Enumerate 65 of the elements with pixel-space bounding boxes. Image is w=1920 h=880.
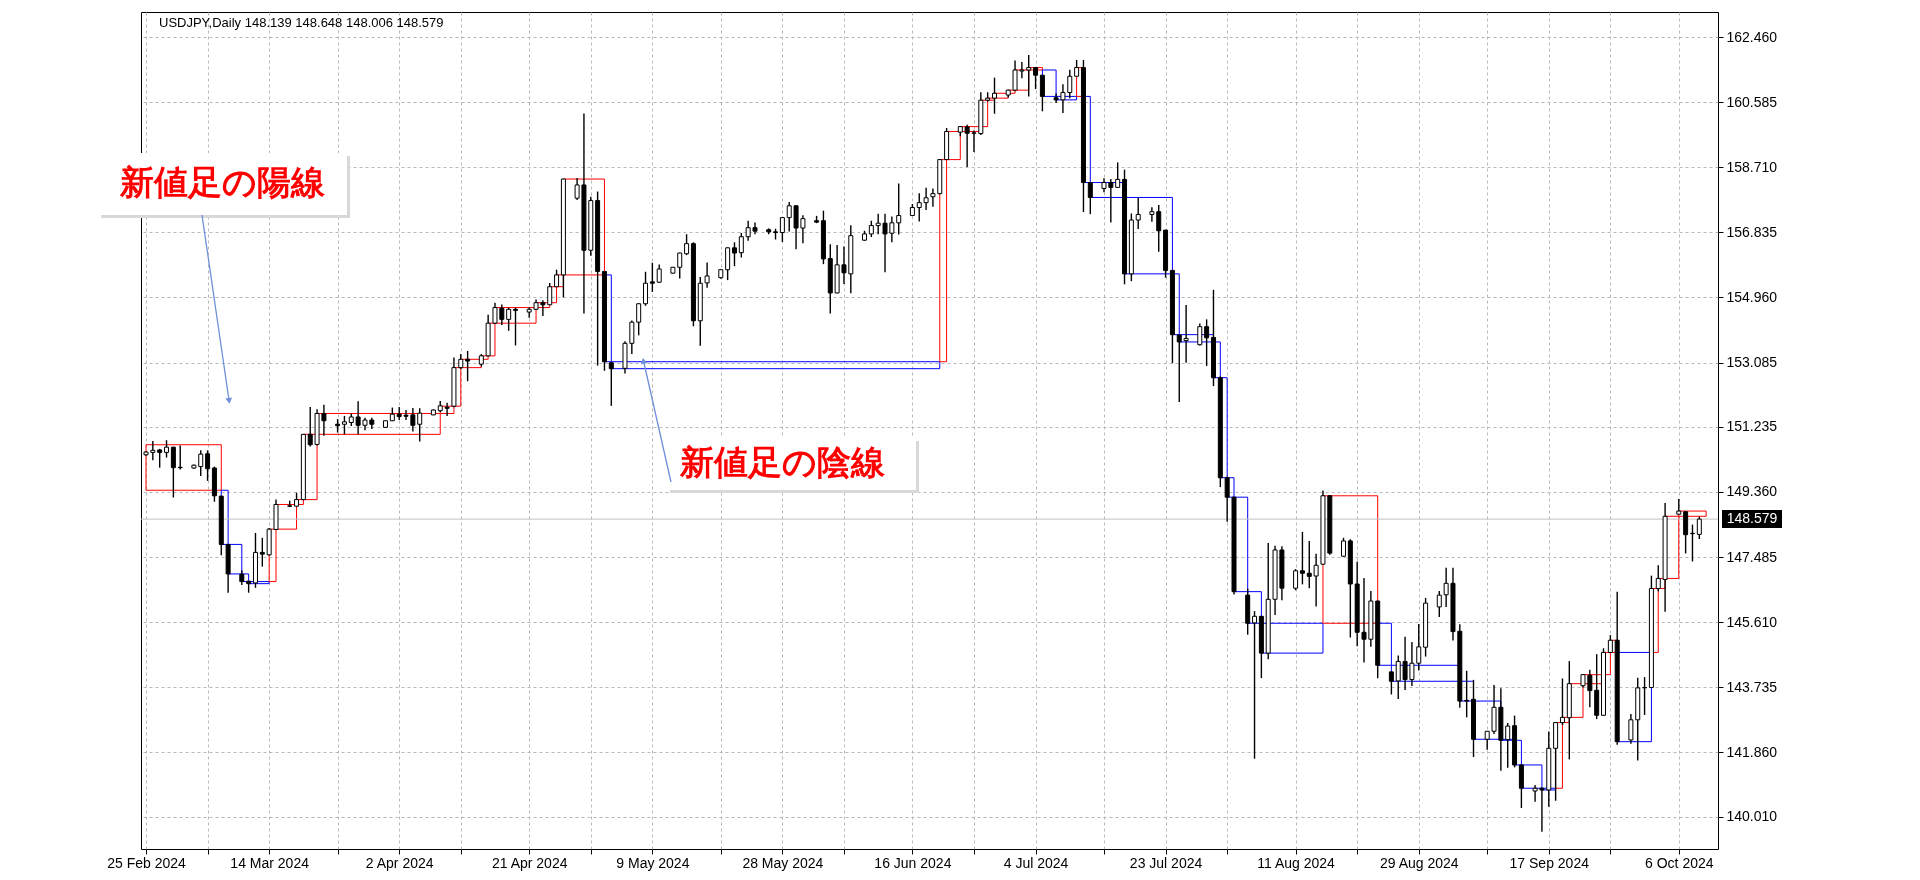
- y-tick-label: 156.835: [1726, 223, 1778, 240]
- candlestick: [1039, 74, 1045, 113]
- candlestick: [1388, 670, 1394, 696]
- x-tick-label: 14 Mar 2024: [230, 854, 310, 871]
- candlestick: [1464, 670, 1470, 719]
- candlestick: [1559, 677, 1565, 726]
- candlestick: [684, 233, 690, 256]
- candlestick: [170, 446, 176, 499]
- candlestick: [1642, 676, 1648, 716]
- candlestick: [779, 216, 785, 243]
- candlestick: [1204, 318, 1210, 367]
- candlestick: [738, 232, 744, 259]
- x-tick-label: 6 Oct 2024: [1645, 854, 1714, 871]
- candlestick: [513, 306, 519, 347]
- candlestick: [1299, 531, 1305, 586]
- candlestick: [1518, 763, 1524, 809]
- candlestick: [506, 306, 512, 332]
- candlestick: [1252, 610, 1258, 760]
- x-tick-label: 25 Feb 2024: [107, 854, 187, 871]
- candlestick: [1135, 197, 1141, 230]
- x-tick-label: 4 Jul 2024: [1003, 854, 1069, 871]
- candlestick: [656, 263, 662, 284]
- x-tick-label: 9 May 2024: [616, 854, 690, 871]
- x-tick-label: 21 Apr 2024: [491, 854, 568, 871]
- candlestick: [259, 537, 265, 568]
- x-tick-label: 2 Apr 2024: [365, 854, 434, 871]
- candlestick: [725, 246, 731, 281]
- candlestick: [1293, 568, 1299, 591]
- y-tick-label: 154.960: [1726, 288, 1778, 305]
- candlestick: [1340, 537, 1346, 558]
- y-tick-label: 145.610: [1726, 613, 1778, 630]
- candlestick: [465, 350, 471, 382]
- annotation: 新値足の陽線: [118, 162, 326, 202]
- annotation: 新値足の陰線: [678, 442, 886, 482]
- candlestick: [1683, 510, 1689, 555]
- y-tick-label: 153.085: [1726, 354, 1778, 371]
- candlestick: [649, 262, 655, 293]
- y-tick-label: 149.360: [1726, 483, 1778, 500]
- candlestick: [1115, 161, 1121, 189]
- y-tick-label: 141.860: [1726, 743, 1778, 760]
- candlestick: [1087, 181, 1093, 215]
- ref-line-label: 148.579: [1726, 510, 1778, 527]
- candlestick: [643, 271, 649, 307]
- x-tick-label: 23 Jul 2024: [1129, 854, 1203, 871]
- x-tick-label: 16 Jun 2024: [874, 854, 952, 871]
- candlestick: [608, 361, 614, 407]
- candlestick: [636, 302, 642, 337]
- candlestick: [341, 415, 347, 436]
- x-tick-label: 17 Sep 2024: [1509, 854, 1590, 871]
- candlestick: [992, 76, 998, 115]
- candlestick: [1033, 66, 1039, 90]
- candlestick: [1696, 516, 1702, 540]
- candlestick: [205, 449, 211, 482]
- chart-title: USDJPY,Daily 148.139 148.648 148.006 148.579: [159, 15, 444, 30]
- x-tick-label: 11 Aug 2024: [1257, 854, 1336, 871]
- y-tick-label: 162.460: [1726, 28, 1778, 45]
- y-tick-label: 147.485: [1726, 548, 1778, 565]
- x-tick-label: 29 Aug 2024: [1379, 854, 1459, 871]
- y-tick-label: 158.710: [1726, 158, 1778, 175]
- x-tick-label: 28 May 2024: [742, 854, 824, 871]
- y-tick-label: 160.585: [1726, 93, 1778, 110]
- candlestick: [731, 241, 737, 267]
- y-tick-label: 140.010: [1726, 808, 1778, 825]
- y-tick-label: 143.735: [1726, 678, 1778, 695]
- y-tick-label: 151.235: [1726, 418, 1778, 435]
